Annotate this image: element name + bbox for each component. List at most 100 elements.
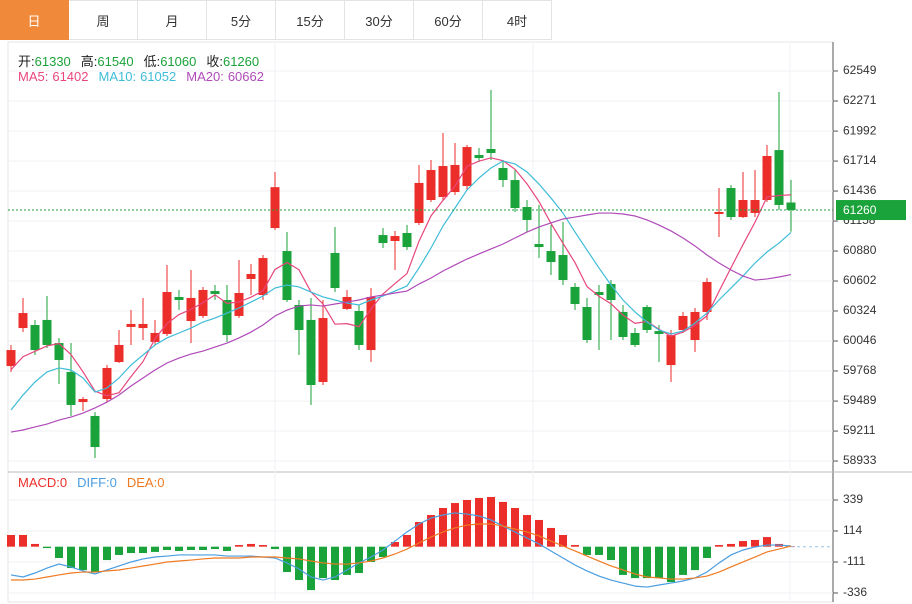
ohlc-value: 61330: [34, 54, 71, 69]
macd-line: [10, 512, 792, 588]
candle-body: [558, 255, 568, 281]
macd-bar: [43, 546, 51, 549]
ohlc-value: 61060: [160, 54, 197, 69]
macd-bar: [343, 546, 351, 575]
candle-body: [402, 233, 412, 248]
candle-body: [150, 333, 160, 342]
candle-body: [66, 371, 76, 405]
candle-body: [762, 155, 772, 201]
ma-item: MA10: 61052: [99, 69, 177, 84]
period-tab[interactable]: 月: [138, 0, 207, 40]
period-tab[interactable]: 5分: [207, 0, 276, 40]
candle-body: [786, 202, 796, 211]
period-tab[interactable]: 4时: [483, 0, 552, 40]
candle-body: [270, 187, 280, 229]
ohlc-label: 高:: [80, 54, 98, 69]
y-tick-label: -111: [843, 554, 866, 568]
macd-bar: [55, 546, 63, 558]
candle-body: [246, 274, 256, 279]
macd-legend-item: MACD:0: [18, 475, 67, 490]
macd-bar: [151, 546, 159, 552]
candle-body: [54, 343, 64, 360]
period-tab[interactable]: 15分: [276, 0, 345, 40]
macd-bar: [499, 501, 507, 547]
macd-bar: [163, 546, 171, 551]
candle-body: [126, 323, 136, 327]
candle-body: [258, 258, 268, 296]
macd-bar: [679, 546, 687, 575]
candle-body: [750, 200, 760, 213]
macd-bar: [235, 545, 243, 547]
candle-body: [114, 344, 124, 363]
candle-body: [354, 311, 364, 345]
candle-body: [234, 292, 244, 316]
chart-frame: [7, 41, 834, 603]
macd-bar: [271, 546, 279, 550]
last-price-box: [836, 200, 906, 221]
macd-bar: [463, 500, 471, 547]
y-tick-label: 60046: [843, 333, 877, 347]
candle-body: [474, 155, 484, 159]
candle-body: [498, 167, 508, 181]
macd-bar: [715, 545, 723, 547]
macd-bar: [427, 515, 435, 547]
candle-body: [426, 170, 436, 201]
ma-item: MA20: 60662: [186, 69, 264, 84]
macd-bar: [751, 539, 759, 547]
period-tab[interactable]: 60分: [414, 0, 483, 40]
macd-bar: [511, 507, 519, 547]
period-tab[interactable]: 30分: [345, 0, 414, 40]
macd-bar: [691, 546, 699, 571]
macd-bar: [571, 545, 579, 547]
candle-body: [546, 251, 556, 263]
ohlc-value: 61540: [97, 54, 134, 69]
candle-body: [774, 150, 784, 205]
ma-label: MA10:: [98, 69, 137, 84]
candle-body: [486, 148, 496, 153]
candle-body: [606, 284, 616, 300]
legend-value: 0: [157, 475, 165, 490]
candle-body: [30, 325, 40, 351]
legend-value: 0: [59, 475, 68, 490]
macd-bar: [139, 546, 147, 554]
macd-bar: [559, 534, 567, 547]
candle-body: [294, 304, 304, 330]
period-tab[interactable]: 日: [0, 0, 69, 40]
legend-value: 0: [109, 475, 117, 490]
candle-body: [726, 188, 736, 218]
macd-bar: [487, 496, 495, 547]
candle-body: [654, 331, 664, 334]
candle-body: [330, 252, 340, 289]
candle-body: [162, 292, 172, 334]
macd-bar: [91, 546, 99, 573]
macd-line: [11, 523, 792, 581]
legend-label: DEA:: [126, 475, 158, 490]
candle-body: [90, 415, 100, 448]
macd-bar: [199, 546, 207, 551]
macd-legend-item: DIFF:0: [77, 475, 117, 490]
y-tick-label: 59211: [843, 423, 876, 437]
macd-bar: [247, 543, 255, 547]
candle-body: [78, 399, 88, 403]
y-tick-label: -336: [843, 585, 867, 599]
y-tick-label: 60602: [843, 273, 877, 287]
candle-body: [222, 300, 232, 336]
candle-body: [630, 333, 640, 345]
y-tick-label: 62271: [843, 93, 877, 107]
candle-body: [666, 335, 676, 366]
macd-bar: [391, 542, 399, 547]
y-tick-label: 60324: [843, 303, 877, 317]
macd-bar: [307, 546, 315, 591]
macd-bar: [79, 546, 87, 571]
ma-value: 60662: [227, 69, 264, 84]
period-tab[interactable]: 周: [69, 0, 138, 40]
candle-body: [390, 236, 400, 241]
period-tabs: 日周月 5分 15分 30分 60分 4时: [0, 0, 552, 40]
y-tick-label: 59489: [843, 393, 877, 407]
macd-bar: [631, 546, 639, 579]
legend-label: DIFF:: [77, 475, 110, 490]
macd-bar: [415, 522, 423, 547]
macd-bar: [475, 497, 483, 547]
